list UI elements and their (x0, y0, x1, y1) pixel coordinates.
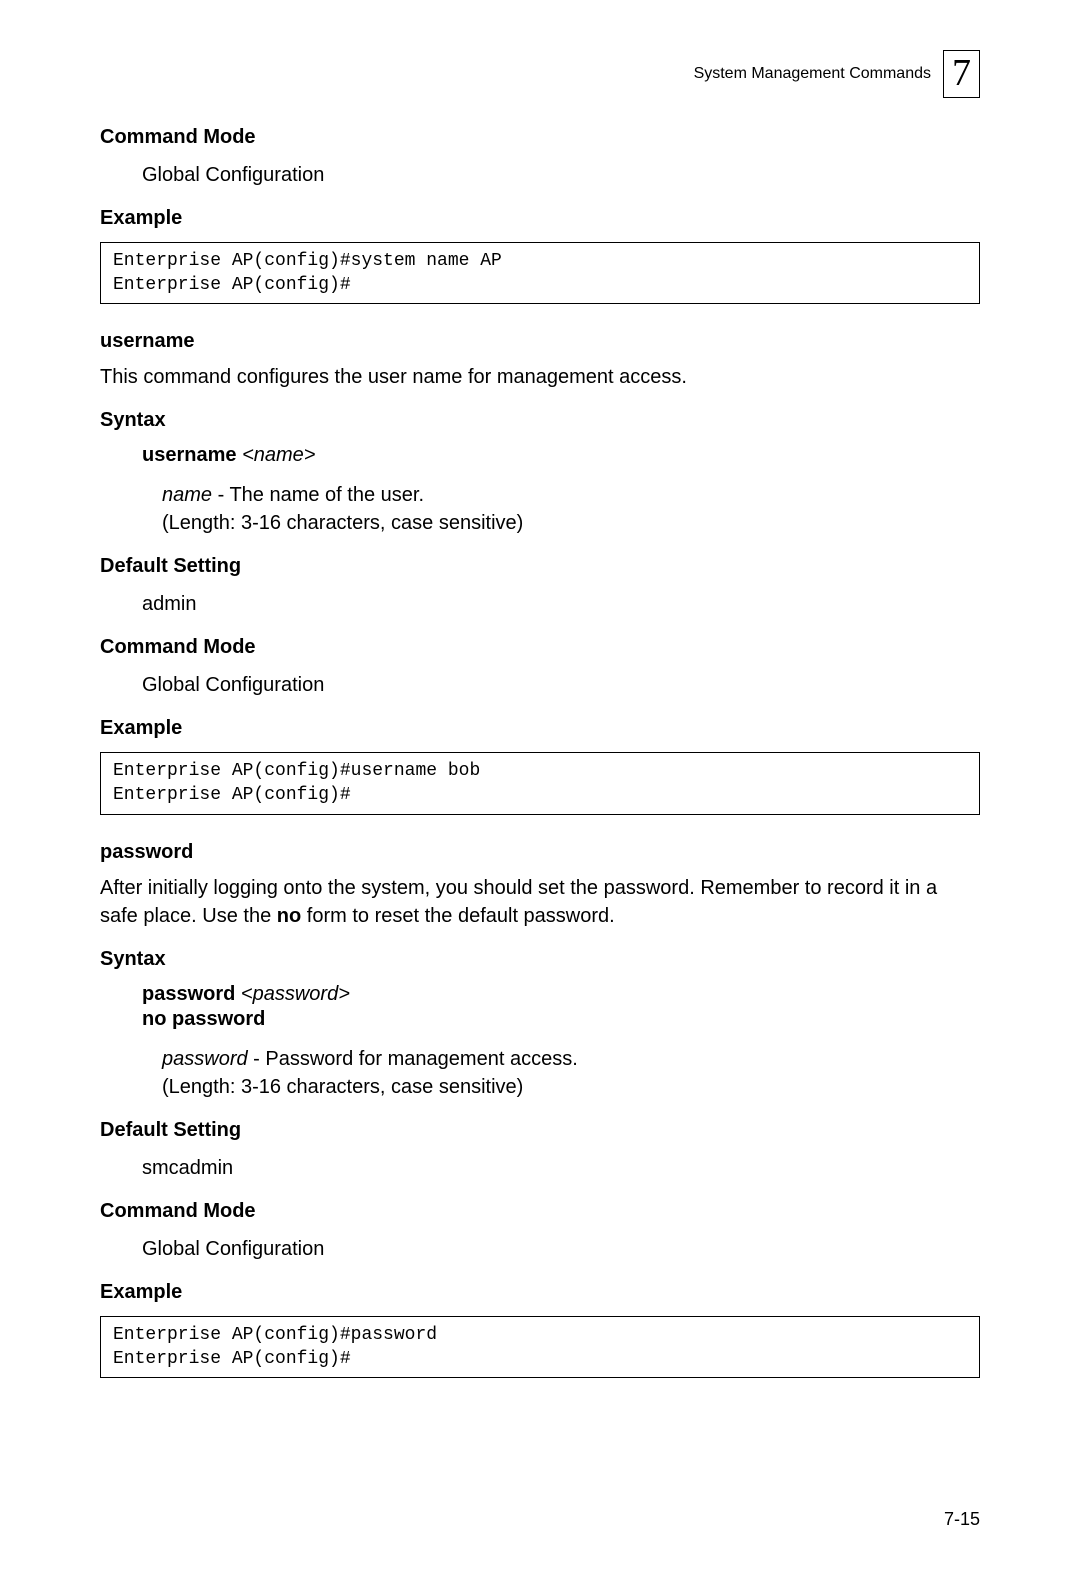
example-code-block: Enterprise AP(config)#system name AP Ent… (100, 242, 980, 305)
password-param-desc: - Password for management access. (248, 1048, 578, 1070)
username-param-detail: (Length: 3-16 characters, case sensitive… (162, 512, 523, 534)
password-syntax-param1: <password> (241, 983, 350, 1005)
header-title: System Management Commands (694, 65, 931, 83)
username-command-mode-heading: Command Mode (100, 636, 980, 659)
username-default-value: admin (100, 590, 980, 618)
username-param-block: name - The name of the user. (Length: 3-… (100, 481, 980, 537)
username-example-heading: Example (100, 717, 980, 740)
password-param-detail: (Length: 3-16 characters, case sensitive… (162, 1076, 523, 1098)
password-command-mode-heading: Command Mode (100, 1200, 980, 1223)
password-default-value: smcadmin (100, 1154, 980, 1182)
username-default-heading: Default Setting (100, 555, 980, 578)
username-param-desc: - The name of the user. (212, 484, 424, 506)
username-example-code: Enterprise AP(config)#username bob Enter… (100, 752, 980, 815)
command-mode-value: Global Configuration (100, 161, 980, 189)
username-syntax-param: <name> (242, 444, 315, 466)
password-param-name: password (162, 1048, 248, 1070)
username-command-name: username (100, 330, 980, 353)
username-description: This command configures the user name fo… (100, 363, 980, 391)
password-param-block: password - Password for management acces… (100, 1045, 980, 1101)
username-syntax-heading: Syntax (100, 409, 980, 432)
password-syntax-cmd1: password (142, 983, 235, 1005)
password-syntax-block: password <password> no password (100, 983, 980, 1031)
password-default-heading: Default Setting (100, 1119, 980, 1142)
password-command-mode-value: Global Configuration (100, 1235, 980, 1263)
page-header: System Management Commands 7 (100, 50, 980, 98)
username-param-name: name (162, 484, 212, 506)
username-syntax-line: username <name> (100, 444, 980, 467)
password-example-code: Enterprise AP(config)#password Enterpris… (100, 1316, 980, 1379)
password-command-name: password (100, 841, 980, 864)
username-command-mode-value: Global Configuration (100, 671, 980, 699)
password-desc-part2: form to reset the default password. (301, 905, 615, 927)
chapter-number-badge: 7 (943, 50, 980, 98)
command-mode-heading: Command Mode (100, 126, 980, 149)
example-heading: Example (100, 207, 980, 230)
password-syntax-heading: Syntax (100, 948, 980, 971)
password-example-heading: Example (100, 1281, 980, 1304)
page-number: 7-15 (944, 1509, 980, 1530)
password-description: After initially logging onto the system,… (100, 874, 980, 930)
username-syntax-cmd: username (142, 444, 237, 466)
password-desc-bold: no (277, 905, 301, 927)
password-syntax-cmd2: no password (142, 1008, 980, 1031)
page-content: System Management Commands 7 Command Mod… (0, 0, 1080, 1444)
